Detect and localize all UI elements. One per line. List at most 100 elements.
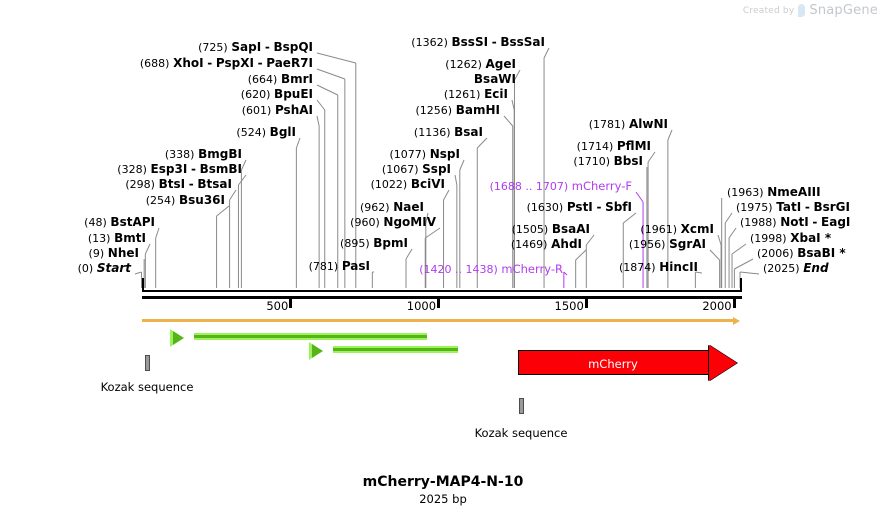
mcherry-feature-label: mCherry [588, 357, 638, 371]
site-label-xcmi[interactable]: (1961) XcmI [640, 223, 714, 236]
enzyme-name: Bsu36I [179, 193, 225, 207]
enzyme-name: NmeAIII [767, 185, 821, 199]
enzyme-name: BmtI [114, 231, 146, 245]
site-label-bpuei[interactable]: (620) BpuEI [241, 88, 313, 101]
site-label-bsawi[interactable]: BsaWI [474, 73, 516, 85]
site-label-start[interactable]: (0) Start [78, 262, 131, 275]
enzyme-name: mCherry-R [501, 262, 563, 276]
site-label-hincii[interactable]: (1874) HincII [619, 261, 698, 274]
kozak-sequence-marker-1[interactable] [145, 355, 150, 371]
site-label-pasi[interactable]: (781) PasI [309, 260, 370, 273]
site-label-bssi[interactable]: (1362) BssSI - BssSaI [411, 36, 545, 49]
site-position: (1710) [573, 155, 610, 168]
site-label-xhoi[interactable]: (688) XhoI - PspXI - PaeR7I [140, 57, 313, 70]
site-label-bcivi[interactable]: (1022) BciVI [371, 178, 445, 191]
site-label-sapi[interactable]: (725) SapI - BspQI [198, 41, 313, 54]
site-label-bsai[interactable]: (1136) BsaI [414, 126, 483, 139]
enzyme-name: NspI [429, 147, 460, 161]
site-label-psti[interactable]: (1630) PstI - SbfI [527, 201, 632, 214]
site-label-ahdi[interactable]: (1469) AhdI [511, 238, 582, 251]
enzyme-name: BssSI [451, 35, 489, 49]
site-position: (895) [340, 237, 370, 250]
enzyme-name: BglI [269, 125, 296, 139]
enzyme-name: NaeI [393, 200, 424, 214]
site-position: (1067) [381, 163, 419, 176]
site-label-agei[interactable]: (1262) AgeI [445, 58, 516, 71]
ruler-end-cap-left [141, 278, 144, 292]
site-label-bpmi[interactable]: (895) BpmI [340, 237, 408, 250]
site-label-esp3i[interactable]: (328) Esp3I - BsmBI [117, 163, 242, 176]
enzyme-name-alt: PspXI [215, 56, 254, 70]
watermark-brand: SnapGene [809, 3, 878, 18]
site-label-naei[interactable]: (962) NaeI [360, 201, 424, 214]
enzyme-name: AhdI [551, 237, 582, 251]
backbone-arrow-body[interactable] [141, 319, 733, 322]
enzyme-name: BsaI [454, 125, 483, 139]
site-label-bsu36i[interactable]: (254) Bsu36I [146, 194, 225, 207]
enzyme-name: BbsI [613, 154, 643, 168]
site-position: (328) [117, 163, 147, 176]
site-label-btsi[interactable]: (298) BtsI - BtsaI [125, 178, 232, 191]
site-position: (1781) [588, 118, 626, 131]
enzyme-name-alt: BspQI [273, 40, 313, 54]
site-position: (1630) [526, 201, 564, 214]
site-label-nhei[interactable]: (9) NheI [89, 247, 139, 260]
site-label-sgrai[interactable]: (1956) SgrAI [629, 238, 706, 251]
site-position: (1998) [750, 232, 787, 245]
site-position: (1262) [445, 58, 482, 71]
enzyme-name-alt2: PaeR7I [266, 56, 313, 70]
site-position: (2025) [763, 262, 800, 275]
site-label-bmgbi[interactable]: (338) BmgBI [165, 148, 242, 161]
kozak-sequence-marker-2[interactable] [519, 398, 524, 414]
site-label-bstapi[interactable]: (48) BstAPI [84, 216, 155, 229]
mcherry-arrow-head [708, 345, 737, 381]
name-separator: - [264, 40, 270, 54]
enzyme-name: BsaWI [473, 72, 516, 86]
site-label-alwni[interactable]: (1781) AlwNI [589, 118, 668, 131]
site-label-mcherry-r[interactable]: (1420 .. 1438) mCherry-R [419, 263, 563, 276]
site-label-nmeaiii[interactable]: (1963) NmeAIII [727, 186, 821, 199]
site-label-ngomiv[interactable]: (960) NgoMIV [350, 216, 436, 229]
site-label-xbai[interactable]: (1998) XbaI * [750, 232, 831, 245]
site-position: (1420 .. 1438) [419, 263, 498, 276]
site-label-bsaai[interactable]: (1505) BsaAI [512, 223, 590, 236]
enzyme-name: XhoI [173, 56, 204, 70]
enzyme-name-alt: BssSaI [500, 35, 545, 49]
site-label-bmri[interactable]: (664) BmrI [248, 73, 313, 86]
site-label-tati[interactable]: (1975) TatI - BsrGI [736, 201, 850, 214]
ruler-tick-500 [289, 299, 293, 308]
site-label-bmti[interactable]: (13) BmtI [88, 232, 146, 245]
site-label-pshai[interactable]: (601) PshAI [242, 104, 313, 117]
enzyme-name: BtsI [158, 177, 186, 191]
enzyme-name: BstAPI [110, 215, 155, 229]
site-label-nspi[interactable]: (1077) NspI [390, 148, 460, 161]
enzyme-name: BpmI [373, 236, 408, 250]
enzyme-name: BpuEI [274, 87, 313, 101]
site-label-bsabi[interactable]: (2006) BsaBI * [757, 247, 846, 260]
site-position: (960) [350, 216, 380, 229]
site-position: (1688 .. 1707) [489, 180, 569, 193]
site-label-bamhi[interactable]: (1256) BamHI [416, 104, 501, 117]
enzyme-name: BmrI [280, 72, 313, 86]
site-position: (298) [125, 178, 155, 191]
enzyme-name-alt: BsrGI [813, 200, 850, 214]
site-label-pflmi[interactable]: (1714) PflMI [577, 140, 651, 153]
mcherry-arrow-body [518, 350, 710, 375]
site-position: (2006) [757, 247, 794, 260]
site-position: (1469) [510, 238, 548, 251]
site-label-noti[interactable]: (1988) NotI - EagI [740, 216, 850, 229]
site-label-bbsi[interactable]: (1710) BbsI [573, 155, 643, 168]
site-position: (13) [87, 232, 111, 245]
site-label-ecii[interactable]: (1261) EciI [444, 88, 508, 101]
enzyme-name: XcmI [680, 222, 714, 236]
name-separator: - [257, 56, 263, 70]
site-position: (1136) [413, 126, 451, 139]
site-label-sspi[interactable]: (1067) SspI [382, 163, 451, 176]
snapgene-watermark: Created by SnapGene [743, 3, 878, 18]
enzyme-name: AgeI [485, 57, 516, 71]
name-separator: - [596, 200, 602, 214]
site-label-bgli[interactable]: (524) BglI [236, 126, 296, 139]
site-label-end[interactable]: (2025) End [763, 262, 829, 275]
enzyme-name: SapI [231, 40, 262, 54]
site-label-mcherry-f[interactable]: (1688 .. 1707) mCherry-F [490, 180, 632, 193]
